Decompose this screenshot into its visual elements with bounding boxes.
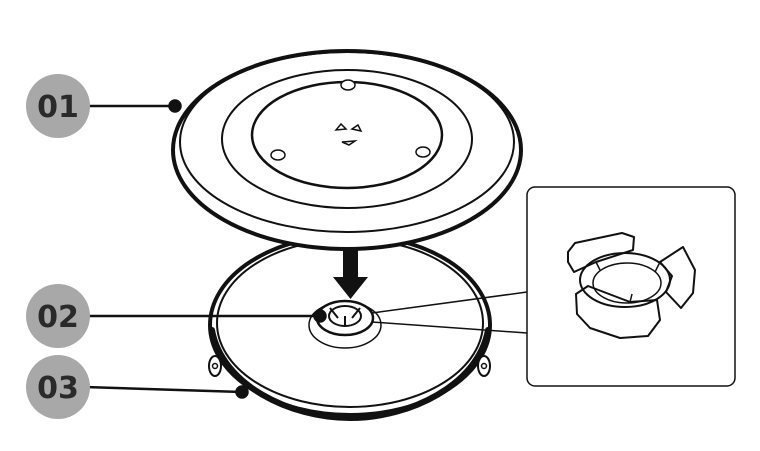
roller-wheel-left (208, 355, 222, 377)
callout-badge (26, 284, 90, 348)
callout-badge (26, 74, 90, 138)
callout-01: 01 (26, 74, 90, 138)
coupler-detail-shape (567, 232, 696, 339)
callout-03: 03 (26, 355, 90, 419)
down-arrow-icon (333, 250, 368, 299)
turntable-glass-tray (171, 49, 523, 251)
callout-label: 02 (37, 300, 79, 335)
detail-lines (371, 291, 528, 334)
callout-label: 01 (37, 90, 79, 125)
coupler-detail-inset (526, 186, 736, 387)
callout-badge (26, 355, 90, 419)
roller-wheel-right (477, 355, 491, 377)
callout-02: 02 (26, 284, 90, 348)
leader-dot-02 (313, 309, 327, 323)
callout-leaders (84, 99, 327, 399)
tray-centre-socket (334, 122, 363, 146)
callout-label: 03 (37, 371, 79, 406)
coupler (308, 299, 382, 349)
leader-dot-01 (168, 99, 182, 113)
leader-dot-03 (235, 385, 249, 399)
